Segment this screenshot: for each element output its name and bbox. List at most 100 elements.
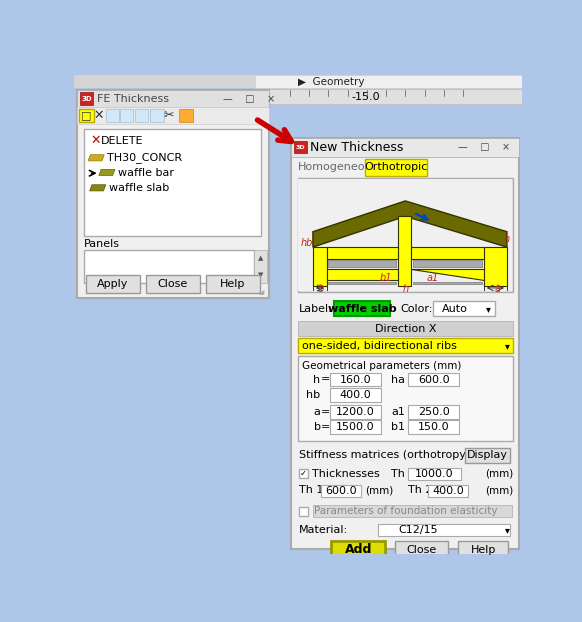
Bar (330, 373, 381, 386)
Bar (294, 141, 307, 153)
Text: ▾: ▾ (505, 525, 509, 535)
Text: Close: Close (406, 545, 436, 555)
Bar (76, 107, 269, 124)
Bar (179, 109, 193, 122)
Bar (255, 75, 523, 88)
Bar (299, 506, 308, 516)
Polygon shape (313, 201, 507, 247)
Polygon shape (411, 269, 484, 281)
Text: Direction X: Direction X (375, 323, 436, 334)
Text: h: h (504, 234, 510, 244)
Bar (331, 541, 385, 558)
Text: Thicknesses: Thicknesses (312, 468, 380, 478)
Text: (mm): (mm) (365, 485, 393, 496)
Text: =: = (321, 374, 330, 384)
Text: b: b (317, 284, 324, 294)
Text: 600.0: 600.0 (418, 374, 450, 384)
Text: TH30_CONCR: TH30_CONCR (107, 152, 182, 163)
Bar (86, 275, 140, 294)
Text: —    □    ×: — □ × (457, 142, 510, 152)
Bar (321, 485, 361, 498)
Text: hb: hb (307, 390, 321, 400)
Bar (409, 373, 459, 386)
Bar (299, 469, 308, 478)
Text: Th: Th (392, 468, 405, 478)
Bar (135, 109, 148, 122)
Text: b: b (314, 422, 321, 432)
Text: DELETE: DELETE (101, 136, 144, 146)
Text: ▶  Geometry: ▶ Geometry (297, 77, 364, 86)
Polygon shape (90, 185, 106, 191)
Polygon shape (88, 155, 104, 161)
Text: 3D: 3D (296, 144, 306, 149)
Text: a: a (314, 407, 321, 417)
Text: 150.0: 150.0 (418, 422, 450, 432)
Text: ✂: ✂ (164, 109, 174, 122)
Text: New Thickness: New Thickness (310, 141, 403, 154)
Text: ✓: ✓ (300, 469, 307, 478)
Text: b1: b1 (391, 422, 405, 432)
Text: Th 2: Th 2 (409, 485, 433, 496)
Bar (365, 159, 427, 175)
Text: 1500.0: 1500.0 (336, 422, 375, 432)
Bar (84, 250, 254, 282)
Text: ◢: ◢ (259, 289, 264, 295)
Polygon shape (328, 282, 396, 284)
Text: Label:: Label: (299, 304, 333, 313)
Text: h: h (402, 284, 409, 294)
Bar (409, 405, 459, 419)
Bar (409, 468, 461, 480)
Bar (255, 88, 523, 104)
Bar (76, 90, 269, 107)
Bar (330, 405, 381, 419)
Text: =: = (321, 422, 330, 432)
Text: 1200.0: 1200.0 (336, 407, 375, 417)
Text: ✕: ✕ (94, 109, 104, 122)
Bar (206, 275, 260, 294)
Polygon shape (413, 260, 482, 267)
Text: h: h (314, 374, 321, 384)
Bar (297, 321, 513, 337)
Text: Parameters of foundation elasticity: Parameters of foundation elasticity (314, 506, 497, 516)
Bar (457, 541, 509, 558)
Text: 600.0: 600.0 (325, 486, 356, 496)
Text: a: a (495, 284, 501, 294)
Text: Color:: Color: (400, 304, 433, 313)
Text: 160.0: 160.0 (339, 374, 371, 384)
Polygon shape (484, 247, 507, 285)
Text: 1000.0: 1000.0 (415, 469, 454, 480)
Text: hb: hb (300, 238, 313, 248)
Bar (76, 90, 269, 298)
Text: one-sided, bidirectional ribs: one-sided, bidirectional ribs (302, 341, 457, 351)
Polygon shape (327, 247, 398, 259)
Bar (335, 301, 390, 317)
Text: C12/15: C12/15 (399, 525, 438, 535)
Polygon shape (327, 269, 398, 281)
Text: l: l (410, 203, 413, 213)
Text: (mm): (mm) (485, 485, 513, 496)
Text: =: = (321, 407, 330, 417)
Text: a1: a1 (426, 273, 438, 283)
Text: —    □    ×: — □ × (223, 93, 275, 103)
Text: waffle slab: waffle slab (109, 183, 169, 193)
Bar (297, 356, 513, 441)
Polygon shape (99, 169, 115, 175)
Text: Geometrical parameters (mm): Geometrical parameters (mm) (302, 361, 462, 371)
Text: waffle slab: waffle slab (328, 304, 396, 313)
Text: Auto: Auto (442, 304, 468, 313)
Text: 400.0: 400.0 (339, 390, 371, 400)
Bar (106, 109, 119, 122)
Bar (84, 129, 261, 236)
Bar (395, 541, 448, 558)
Bar (428, 485, 469, 498)
Text: Panels: Panels (84, 239, 120, 249)
Polygon shape (398, 216, 411, 285)
Bar (297, 178, 513, 292)
Text: Add: Add (345, 543, 372, 556)
Text: ✕: ✕ (90, 134, 101, 147)
Text: Close: Close (158, 279, 188, 289)
Polygon shape (411, 247, 484, 259)
Text: -15.0: -15.0 (352, 92, 380, 102)
Bar (313, 505, 512, 518)
Text: Th 1: Th 1 (299, 485, 324, 496)
